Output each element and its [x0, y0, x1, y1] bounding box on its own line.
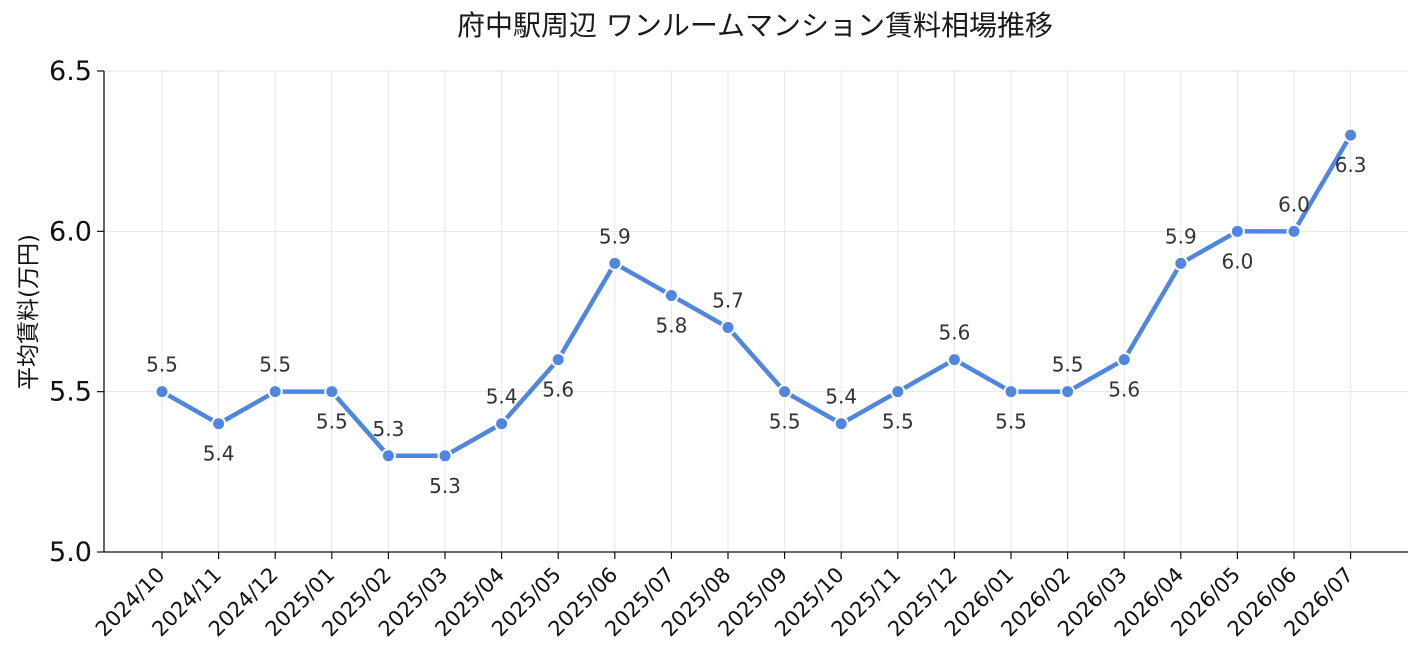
data-label: 5.4 [825, 385, 857, 409]
data-point [1229, 223, 1245, 239]
y-tick-label: 5.0 [49, 537, 92, 568]
data-label: 5.4 [486, 385, 518, 409]
data-label: 5.5 [1052, 353, 1084, 377]
data-point [550, 352, 566, 368]
data-point [437, 448, 453, 464]
axis-layer: 5.05.56.06.52024/102024/112024/122025/01… [49, 56, 1408, 641]
y-tick-label: 5.5 [49, 377, 92, 408]
data-point [833, 416, 849, 432]
data-point [1060, 384, 1076, 400]
data-point [267, 384, 283, 400]
data-point [1286, 223, 1302, 239]
data-point [777, 384, 793, 400]
series-line [159, 132, 1353, 459]
data-label: 5.5 [316, 410, 348, 434]
data-point [211, 416, 227, 432]
data-point [663, 287, 679, 303]
chart-title: 府中駅周辺 ワンルームマンション賃料相場推移 [457, 9, 1053, 42]
data-label: 6.0 [1278, 192, 1310, 216]
data-point [1116, 352, 1132, 368]
data-label: 5.6 [1108, 378, 1140, 402]
data-point [324, 384, 340, 400]
data-point [1003, 384, 1019, 400]
data-point [946, 352, 962, 368]
data-label: 5.8 [655, 313, 687, 337]
data-label: 5.9 [599, 224, 631, 248]
data-label: 5.7 [712, 289, 744, 313]
data-label: 5.6 [542, 378, 574, 402]
data-label: 5.3 [429, 474, 461, 498]
data-label: 5.4 [203, 442, 235, 466]
data-point [154, 384, 170, 400]
data-label: 5.5 [146, 353, 178, 377]
data-point [380, 448, 396, 464]
data-point [1343, 127, 1359, 143]
data-point [890, 384, 906, 400]
data-label: 6.3 [1335, 153, 1367, 177]
data-point [1173, 255, 1189, 271]
grid-layer [104, 70, 1408, 553]
y-tick-label: 6.5 [49, 56, 92, 87]
data-point [720, 320, 736, 336]
data-label: 5.9 [1165, 224, 1197, 248]
data-label: 5.5 [882, 410, 914, 434]
data-label: 6.0 [1221, 249, 1253, 273]
y-axis-label: 平均賃料(万円) [16, 234, 42, 390]
data-label: 5.6 [938, 321, 970, 345]
data-label-layer: 5.5 5.4 5.5 5.5 5.3 5.3 5.4 5.6 5.9 5.8 5.7 5.5 5.4 5… [146, 153, 1366, 498]
y-tick-label: 6.0 [49, 216, 92, 247]
data-label: 5.5 [769, 410, 801, 434]
data-label: 5.5 [995, 410, 1027, 434]
data-point [494, 416, 510, 432]
data-point [607, 255, 623, 271]
data-label: 5.5 [259, 353, 291, 377]
line-layer [154, 127, 1359, 464]
data-label: 5.3 [372, 417, 404, 441]
